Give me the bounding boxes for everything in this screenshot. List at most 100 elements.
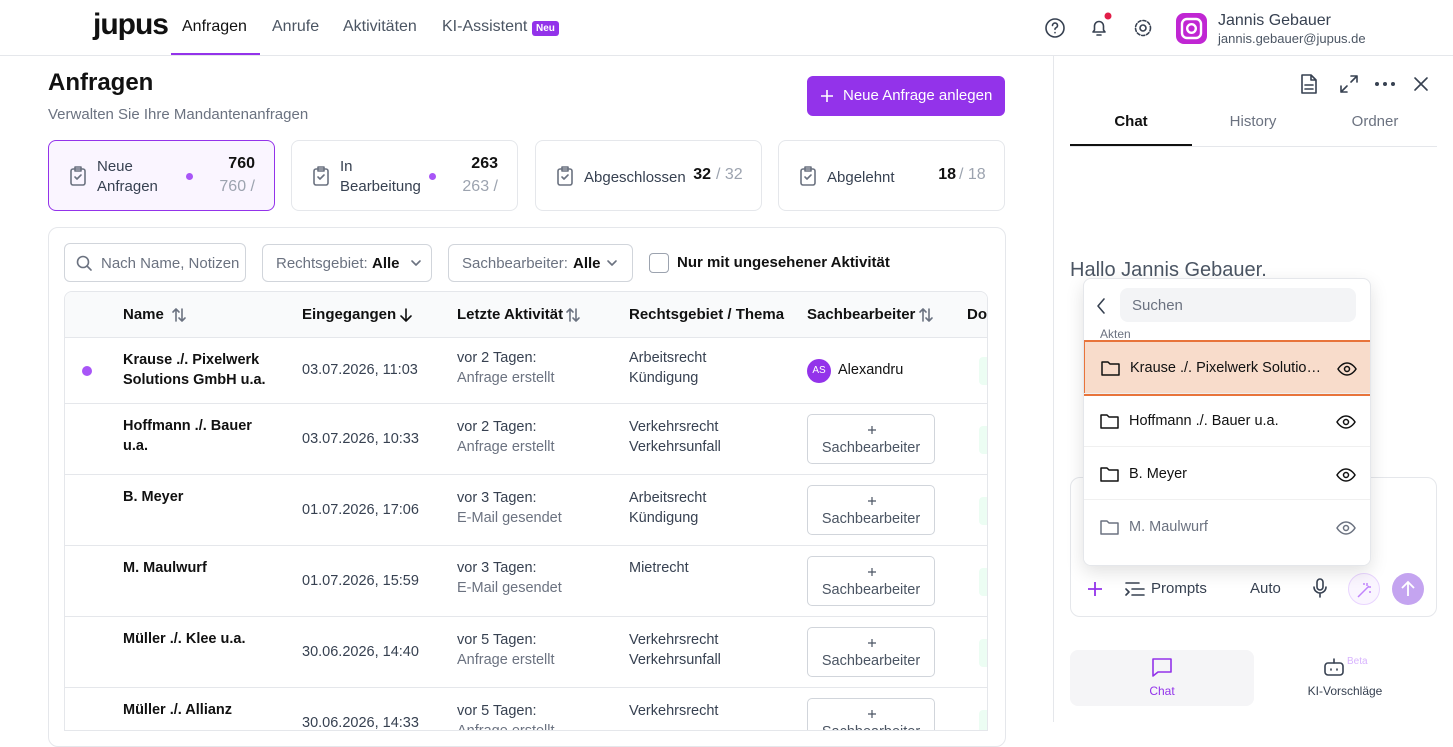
filter-label: Sachbearbeiter: — [462, 255, 568, 272]
status-badge — [979, 567, 987, 596]
table-row[interactable]: Hoffmann ./. Bauer u.a. 03.07.2026, 10:33… — [65, 404, 987, 475]
activity-what: Anfrage erstellt — [457, 652, 555, 668]
send-button[interactable] — [1392, 573, 1424, 605]
mic-icon[interactable] — [1313, 578, 1327, 598]
search-input[interactable]: Nach Name, Notizen — [64, 243, 246, 282]
dropdown-search[interactable]: Suchen — [1120, 288, 1356, 322]
prompts-icon[interactable] — [1125, 580, 1145, 598]
status-badge — [979, 638, 987, 667]
checkbox[interactable] — [649, 253, 669, 273]
dropdown-item[interactable]: Krause ./. Pixelwerk Solutions GmbH u.a. — [1084, 340, 1370, 396]
row-name[interactable]: B. Meyer — [123, 489, 184, 505]
stat-total: / 760 — [219, 178, 255, 195]
row-name[interactable]: Müller ./. Allianz — [123, 702, 233, 718]
bottom-tab[interactable]: KI-Vorschläge — [1307, 684, 1383, 698]
activity-what: Anfrage erstellt — [457, 370, 555, 386]
row-received: 03.07.2026, 11:03 — [302, 362, 418, 378]
table-row[interactable]: Müller ./. Klee u.a. 30.06.2026, 14:40 vor… — [65, 617, 987, 688]
sort-desc-icon — [400, 308, 412, 322]
table-row[interactable]: Müller ./. Allianz 30.06.2026, 14:33 vor 5… — [65, 688, 987, 731]
new-request-label[interactable]: Neue Anfrage anlegen — [843, 87, 993, 104]
checkbox-label[interactable]: Nur mit ungesehener Aktivität — [677, 254, 890, 271]
column-header[interactable]: Letzte Aktivität — [457, 306, 564, 323]
activity-when: vor 3 Tagen: — [457, 560, 537, 576]
activity-when: vor 5 Tagen: — [457, 632, 537, 648]
column-header[interactable]: Eingegangen — [302, 306, 397, 323]
more-icon[interactable] — [1375, 82, 1395, 86]
settings-icon[interactable] — [1133, 18, 1153, 38]
sachbearbeiter-filter[interactable]: Sachbearbeiter: Alle — [448, 244, 633, 282]
table-row[interactable]: B. Meyer 01.07.2026, 17:06 vor 3 Tagen: E-M… — [65, 475, 987, 546]
filter-label: Rechtsgebiet: — [276, 255, 368, 272]
assign-button[interactable]: Sachbearbeiter — [807, 698, 935, 730]
prompts-button[interactable]: Prompts — [1151, 580, 1207, 597]
document-icon[interactable] — [1300, 74, 1318, 94]
column-header[interactable]: Name — [123, 306, 164, 323]
dropdown-item-label: B. Meyer — [1129, 466, 1188, 482]
activity-when: vor 2 Tagen: — [457, 350, 537, 366]
assign-button[interactable]: Sachbearbeiter — [807, 485, 935, 535]
page-title: Anfragen — [48, 69, 154, 96]
avatar[interactable] — [1175, 12, 1208, 45]
row-name[interactable]: M. Maulwurf — [123, 560, 207, 576]
new-badge: Neu — [532, 21, 559, 36]
stat-total: / 263 — [462, 178, 498, 195]
dropdown-item[interactable]: Hoffmann ./. Bauer u.a. — [1084, 393, 1370, 446]
expand-icon[interactable] — [1340, 75, 1358, 93]
nav-item[interactable]: Aktivitäten — [343, 18, 417, 35]
add-icon[interactable] — [1087, 581, 1103, 597]
robot-icon[interactable] — [1323, 657, 1345, 677]
plus-icon — [868, 568, 876, 576]
activity-what: Anfrage erstellt — [457, 723, 555, 731]
stat-label: Abgelehnt — [827, 169, 895, 186]
rechtsgebiet-filter[interactable]: Rechtsgebiet: Alle — [262, 244, 432, 282]
stat-total: / 32 — [716, 166, 743, 183]
row-topic: Verkehrsunfall — [629, 652, 721, 668]
folder-icon — [1101, 361, 1120, 376]
row-name[interactable]: Krause ./. Pixelwerk Solutions GmbH u.a. — [123, 352, 266, 388]
column-header[interactable]: Rechtsgebiet / Thema — [629, 306, 785, 323]
stat-card[interactable]: Abgeschlossen 32 / 32 — [535, 140, 762, 211]
nav-item[interactable]: KI-Assistent — [442, 18, 528, 35]
row-name[interactable]: Müller ./. Klee u.a. — [123, 631, 246, 647]
top-nav — [0, 0, 1453, 56]
beta-badge: Beta — [1347, 656, 1368, 667]
nav-item[interactable]: Anfragen — [182, 18, 247, 35]
dropdown-item-label: M. Maulwurf — [1129, 519, 1208, 535]
dropdown-section: Akten — [1100, 327, 1131, 341]
help-icon[interactable] — [1045, 18, 1065, 38]
logo[interactable]: jupus — [93, 8, 169, 41]
nav-item[interactable]: Anrufe — [272, 18, 320, 35]
table-row[interactable]: M. Maulwurf 01.07.2026, 15:59 vor 3 Tagen:… — [65, 546, 987, 617]
assign-button[interactable]: Sachbearbeiter — [807, 627, 935, 677]
dropdown-item[interactable]: M. Maulwurf — [1084, 499, 1370, 552]
mode-select[interactable]: Auto — [1250, 580, 1281, 597]
tab[interactable]: Ordner — [1351, 113, 1399, 130]
bottom-tab[interactable]: Chat — [1149, 684, 1175, 698]
status-badge — [979, 496, 987, 525]
stat-card[interactable]: Abgelehnt 18/ 18 — [778, 140, 1005, 211]
notifications-icon[interactable] — [1089, 12, 1112, 38]
dropdown-item[interactable]: B. Meyer — [1084, 446, 1370, 499]
assign-button[interactable]: Sachbearbeiter — [807, 414, 935, 464]
row-received: 30.06.2026, 14:33 — [302, 714, 419, 731]
activity-what: E-Mail gesendet — [457, 580, 562, 596]
table: Name Eingegangen Letzte Aktivität Rechtsgeb… — [64, 291, 988, 731]
chat-icon[interactable] — [1151, 657, 1173, 677]
column-header[interactable]: Dok — [967, 306, 987, 323]
tab[interactable]: Chat — [1114, 113, 1148, 130]
stat-card[interactable]: Neue Anfragen 760 / 760 — [48, 140, 275, 211]
table-row[interactable]: Krause ./. Pixelwerk Solutions GmbH u.a.… — [65, 338, 987, 404]
new-request-button[interactable] — [807, 76, 1005, 116]
close-icon[interactable] — [1414, 77, 1428, 91]
back-icon[interactable] — [1096, 298, 1106, 314]
column-header[interactable]: Sachbearbeiter — [807, 306, 916, 323]
row-topic: Kündigung — [629, 510, 699, 526]
stat-card[interactable]: In Bearbeitung 263 / 263 — [291, 140, 518, 211]
assign-button[interactable]: Sachbearbeiter — [807, 556, 935, 606]
plus-icon — [868, 497, 876, 505]
eye-icon — [1336, 468, 1356, 482]
magic-button[interactable] — [1348, 573, 1380, 605]
row-name[interactable]: Hoffmann ./. Bauer u.a. — [123, 418, 252, 454]
tab[interactable]: History — [1229, 113, 1277, 130]
